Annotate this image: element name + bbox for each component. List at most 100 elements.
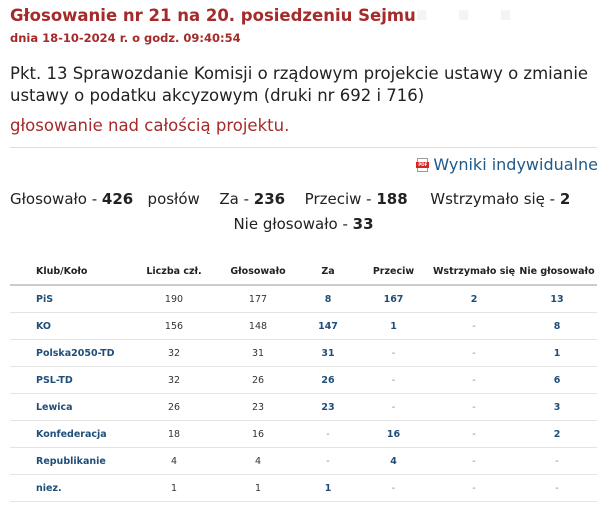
for-count-link[interactable]: 31 [321,347,335,359]
not-voted-label: Nie głosowało - [233,215,348,233]
cell-voted: 16 [216,420,300,448]
divider [10,147,597,148]
not-voted-count-link[interactable]: 6 [553,374,561,386]
cell-members: 190 [132,285,216,313]
for-value: 236 [253,190,286,208]
cell-club: Republikanie [10,447,132,475]
cell-value: 32 [167,374,181,386]
not-voted-count-link[interactable]: 2 [553,428,561,440]
cell-not-voted: 13 [517,285,597,313]
cell-against: - [356,366,431,394]
cell-abstained: - [431,447,517,475]
for-label: Za - [219,190,249,208]
for-count-link[interactable]: 147 [318,320,338,332]
table-row: niez. 1 1 1 - - - [10,474,597,502]
abstained-count-link[interactable]: 2 [470,293,478,305]
cell-not-voted: 1 [517,339,597,367]
against-count-link[interactable]: 4 [390,455,397,467]
column-header-voted: Głosowało [216,258,300,286]
cell-value: 148 [248,320,268,332]
cell-against: - [356,393,431,421]
cell-for: 31 [300,339,356,367]
club-link[interactable]: Konfederacja [36,428,107,440]
header-watermark: · · · · [370,0,518,46]
cell-value: 16 [251,428,265,440]
for-count-link[interactable]: 1 [324,482,332,494]
for-count-link[interactable]: 26 [321,374,335,386]
cell-abstained: - [431,393,517,421]
individual-results-label[interactable]: Wyniki indywidualne [433,155,598,174]
cell-value: - [555,455,559,467]
cell-voted: 23 [216,393,300,421]
column-header-club: Klub/Koło [10,258,132,286]
cell-not-voted: - [517,447,597,475]
cell-not-voted: 8 [517,312,597,340]
cell-value: - [391,374,396,386]
cell-not-voted: 2 [517,420,597,448]
club-link[interactable]: Republikanie [36,455,106,467]
cell-members: 32 [132,339,216,367]
cell-value: - [326,455,330,467]
for-count-link[interactable]: 8 [324,293,332,305]
cell-for: 23 [300,393,356,421]
for-count-link[interactable]: 23 [321,401,335,413]
table-row: Republikanie 4 4 - 4 - - [10,447,597,475]
cell-value: 177 [248,293,268,305]
club-link[interactable]: KO [36,320,52,332]
individual-results-link[interactable]: PDF Wyniki indywidualne [416,155,598,174]
members-label: posłów [147,190,200,208]
table-row: Lewica 26 23 23 - - 3 [10,393,597,421]
against-count-link[interactable]: 167 [383,293,404,305]
page-title: Głosowanie nr 21 na 20. posiedzeniu Sejm… [10,6,416,25]
cell-club: PSL-TD [10,366,132,394]
not-voted-count-link[interactable]: 3 [553,401,561,413]
cell-not-voted: - [517,474,597,502]
column-header-abstained: Wstrzymało się [431,258,517,286]
cell-members: 4 [132,447,216,475]
cell-against: - [356,474,431,502]
cell-value: 1 [254,482,262,494]
cell-club: niez. [10,474,132,502]
club-link[interactable]: niez. [36,482,62,494]
club-link[interactable]: Polska2050-TD [36,347,115,359]
table-row: Konfederacja 18 16 - 16 - 2 [10,420,597,448]
not-voted-count-link[interactable]: 13 [550,293,564,305]
club-link[interactable]: PSL-TD [36,374,73,386]
cell-value: 23 [251,401,265,413]
pdf-icon: PDF [416,157,430,172]
cell-for: 26 [300,366,356,394]
abstained-label: Wstrzymało się - [430,190,556,208]
not-voted-count-link[interactable]: 8 [553,320,561,332]
column-header-not-voted: Nie głosowało [517,258,597,286]
cell-abstained: - [431,474,517,502]
cell-value: 32 [167,347,181,359]
cell-value: 1 [170,482,178,494]
against-count-link[interactable]: 16 [386,428,401,440]
table-row: PSL-TD 32 26 26 - - 6 [10,366,597,394]
against-count-link[interactable]: 1 [390,320,397,332]
cell-value: 18 [167,428,181,440]
table-row: PiS 190 177 8 167 2 13 [10,285,597,313]
club-link[interactable]: Lewica [36,401,73,413]
vote-date: dnia 18-10-2024 r. o godz. 09:40:54 [10,31,241,45]
cell-voted: 177 [216,285,300,313]
voted-label: Głosowało - [10,190,98,208]
cell-for: - [300,420,356,448]
cell-value: 4 [170,455,178,467]
column-header-against: Przeciw [356,258,431,286]
cell-value: 31 [251,347,265,359]
against-value: 188 [376,190,408,208]
cell-for: 8 [300,285,356,313]
cell-value: 26 [167,401,181,413]
cell-voted: 4 [216,447,300,475]
vote-subject: głosowanie nad całością projektu. [10,116,290,135]
not-voted-count-link[interactable]: 1 [553,347,561,359]
cell-against: 167 [356,285,431,313]
cell-against: 16 [356,420,431,448]
cell-value: - [391,482,396,494]
cell-against: 4 [356,447,431,475]
cell-not-voted: 3 [517,393,597,421]
club-link[interactable]: PiS [36,293,54,305]
cell-value: 156 [164,320,184,332]
cell-value: 26 [251,374,265,386]
